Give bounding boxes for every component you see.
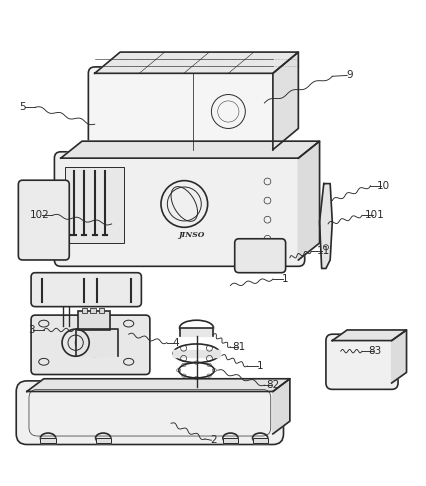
Text: 4: 4 (172, 338, 178, 347)
Polygon shape (252, 438, 267, 443)
Bar (95, 438, 111, 443)
Polygon shape (272, 379, 289, 434)
Bar (65, 167, 124, 243)
Bar (90, 308, 95, 313)
Polygon shape (27, 379, 289, 392)
Polygon shape (319, 184, 331, 268)
Text: 1: 1 (282, 274, 288, 284)
Text: 101: 101 (364, 210, 384, 221)
Text: 83: 83 (367, 346, 380, 356)
FancyBboxPatch shape (325, 334, 397, 389)
Text: 10: 10 (376, 181, 389, 191)
FancyBboxPatch shape (31, 315, 150, 375)
Polygon shape (60, 141, 319, 158)
Polygon shape (179, 328, 213, 336)
Polygon shape (298, 141, 319, 260)
Text: 1: 1 (256, 361, 263, 371)
FancyBboxPatch shape (234, 239, 285, 273)
Polygon shape (40, 438, 55, 443)
Bar (222, 438, 238, 443)
FancyBboxPatch shape (88, 67, 279, 156)
Text: 81: 81 (232, 342, 245, 352)
Text: 82: 82 (266, 380, 279, 390)
Text: 9: 9 (345, 70, 352, 80)
Bar (99, 308, 104, 313)
Bar (252, 438, 267, 443)
FancyBboxPatch shape (54, 152, 304, 266)
Text: 2: 2 (210, 435, 216, 445)
Polygon shape (222, 438, 238, 443)
Text: JINSO: JINSO (178, 230, 204, 239)
Polygon shape (95, 52, 298, 73)
Text: 102: 102 (30, 210, 49, 221)
Text: 3: 3 (28, 325, 35, 335)
Text: 5: 5 (19, 102, 26, 112)
FancyBboxPatch shape (31, 273, 141, 307)
Polygon shape (391, 330, 406, 383)
Polygon shape (331, 330, 406, 341)
Bar (40, 438, 55, 443)
Polygon shape (272, 52, 298, 150)
Polygon shape (75, 329, 118, 356)
FancyBboxPatch shape (16, 381, 283, 445)
FancyBboxPatch shape (18, 180, 69, 260)
Polygon shape (173, 350, 219, 357)
Polygon shape (95, 438, 111, 443)
Bar (82, 308, 87, 313)
Bar (78, 311, 109, 330)
Text: 11: 11 (317, 246, 330, 257)
